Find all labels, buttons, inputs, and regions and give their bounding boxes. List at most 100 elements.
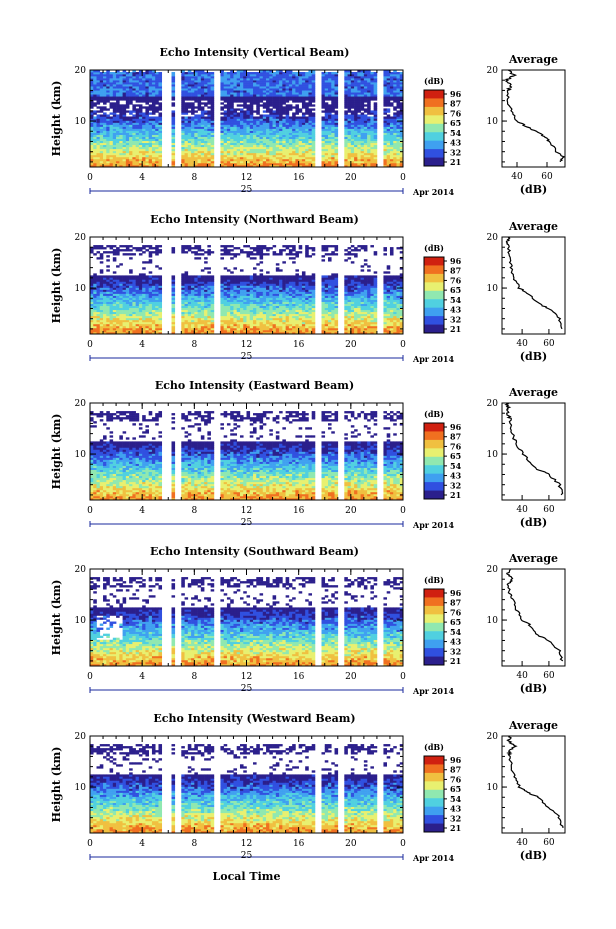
heatmap-cell (129, 118, 133, 121)
heatmap-cell (305, 92, 309, 95)
heatmap-cell (298, 136, 303, 140)
heatmap-cell (207, 331, 211, 335)
heatmap-cell (191, 86, 195, 89)
heatmap-cell (138, 325, 143, 329)
heatmap-cell (266, 114, 270, 117)
heatmap-cell (292, 152, 296, 156)
heatmap-cell (119, 277, 123, 280)
heatmap-cell (367, 134, 371, 137)
heatmap-cell (324, 152, 329, 156)
heatmap-cell (311, 152, 316, 156)
heatmap-cell (298, 138, 303, 142)
heatmap-cell (259, 104, 264, 107)
heatmap-cell (129, 72, 133, 75)
heatmap-cell (129, 275, 133, 278)
heatmap-cell (93, 118, 97, 121)
heatmap-cell (347, 120, 352, 123)
heatmap-cell (155, 134, 159, 137)
heatmap-cell (145, 150, 149, 154)
heatmap-cell (158, 289, 163, 292)
heatmap-cell (116, 309, 120, 313)
heatmap-cell (301, 116, 306, 119)
heatmap-cell (279, 122, 283, 125)
heatmap-cell (204, 74, 208, 77)
heatmap-cell (99, 140, 104, 144)
heatmap-cell (207, 315, 211, 319)
heatmap-cell (187, 319, 192, 323)
heatmap-cell (119, 249, 123, 252)
heatmap-cell (109, 327, 114, 331)
heatmap-cell (373, 76, 378, 79)
heatmap-cell (155, 130, 159, 133)
heatmap-cell (197, 94, 202, 97)
heatmap-cell (151, 84, 156, 87)
heatmap-cell (269, 134, 273, 137)
heatmap-cell (187, 247, 192, 250)
heatmap-cell (285, 142, 290, 146)
heatmap-cell (151, 251, 156, 254)
heatmap-cell (122, 311, 127, 315)
heatmap-cell (207, 283, 211, 286)
heatmap-cell (210, 126, 215, 129)
heatmap-cell (194, 88, 198, 91)
heatmap-cell (288, 86, 293, 89)
heatmap-cell (96, 120, 101, 123)
heatmap-cell (334, 80, 339, 83)
heatmap-cell (210, 128, 215, 131)
heatmap-cell (370, 126, 374, 129)
heatmap-cell (396, 148, 401, 152)
heatmap-cell (106, 160, 110, 164)
heatmap-cell (298, 82, 303, 85)
heatmap-cell (184, 122, 189, 125)
heatmap-cell (256, 100, 260, 103)
heatmap-cell (334, 144, 339, 148)
heatmap-cell (383, 76, 387, 79)
heatmap-cell (350, 98, 355, 101)
heatmap-cell (285, 156, 290, 160)
heatmap-cell (125, 90, 130, 93)
heatmap-cell (106, 134, 110, 137)
colorbar-tick-label: 43 (450, 138, 462, 148)
heatmap-cell (239, 132, 244, 135)
heatmap-cell (249, 114, 254, 117)
heatmap-cell (396, 122, 401, 125)
heatmap-cell (266, 160, 270, 164)
heatmap-cell (259, 100, 264, 103)
heatmap-cell (191, 98, 195, 101)
heatmap-cell (142, 289, 146, 292)
heatmap-cell (253, 88, 257, 91)
heatmap-cell (204, 277, 208, 280)
heatmap-cell (393, 98, 397, 101)
heatmap-cell (197, 279, 202, 282)
heatmap-cell (239, 74, 244, 77)
heatmap-cell (112, 124, 117, 127)
heatmap-cell (246, 146, 251, 150)
heatmap-cell (142, 313, 146, 317)
heatmap-cell (220, 84, 224, 87)
heatmap-cell (354, 86, 358, 89)
heatmap-cell (354, 156, 358, 160)
heatmap-cell (301, 82, 306, 85)
heatmap-cell (148, 301, 153, 304)
heatmap-cell (135, 295, 140, 298)
heatmap-cell (138, 317, 143, 321)
heatmap-cell (135, 315, 140, 319)
heatmap-cell (138, 313, 143, 317)
heatmap-cell (181, 154, 185, 158)
heatmap-cell (148, 140, 153, 144)
heatmap-cell (269, 164, 273, 168)
heatmap-cell (305, 108, 309, 111)
heatmap-cell (129, 80, 133, 83)
heatmap-cell (357, 146, 361, 150)
heatmap-cell (334, 106, 339, 109)
heatmap-cell (328, 116, 332, 119)
heatmap-cell (347, 118, 352, 121)
heatmap-cell (386, 90, 391, 93)
heatmap-cell (295, 76, 299, 79)
heatmap-cell (399, 138, 404, 142)
heatmap-cell (138, 78, 143, 81)
heatmap-cell (207, 313, 211, 317)
heatmap-cell (187, 325, 192, 329)
heatmap-cell (171, 309, 176, 313)
heatmap-cell (344, 90, 348, 93)
